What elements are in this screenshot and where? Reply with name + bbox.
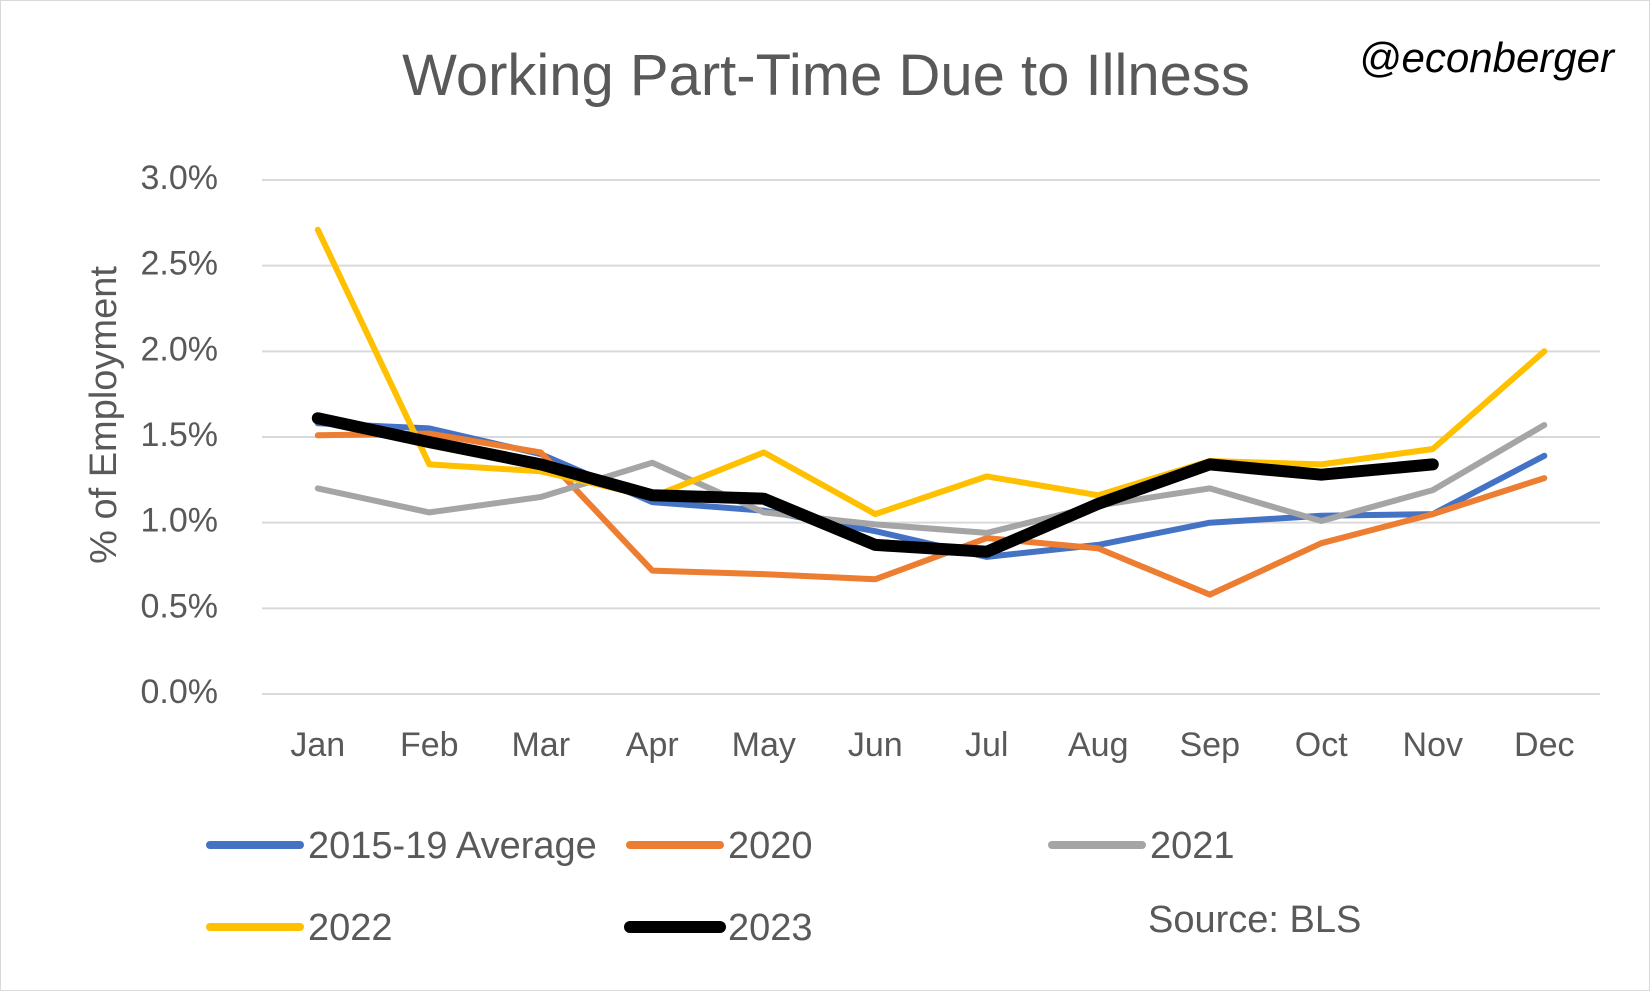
x-tick-label: May <box>732 726 796 764</box>
legend: 2015-19 Average 2020 2021 2022 2023 <box>206 825 1235 949</box>
y-axis-ticks: 0.0% 0.5% 1.0% 1.5% 2.0% 2.5% 3.0% <box>141 159 219 711</box>
legend-label: 2015-19 Average <box>308 825 597 867</box>
x-tick-label: Nov <box>1403 726 1463 764</box>
y-tick-label: 2.0% <box>141 330 219 368</box>
chart-title: Working Part-Time Due to Illness <box>402 43 1250 108</box>
legend-label: 2021 <box>1150 825 1235 867</box>
author-handle: @econberger <box>1358 34 1614 81</box>
series-lines <box>311 226 1548 598</box>
y-tick-label: 2.5% <box>141 245 219 283</box>
x-tick-label: Feb <box>400 726 459 764</box>
series-line-2021 <box>314 422 1548 536</box>
series-line-2020 <box>314 430 1548 598</box>
x-tick-label: Jun <box>848 726 903 764</box>
x-tick-label: Mar <box>511 726 570 764</box>
legend-label: 2020 <box>728 825 813 867</box>
y-tick-label: 0.5% <box>141 587 219 625</box>
y-tick-label: 3.0% <box>141 159 219 197</box>
x-axis-ticks: Jan Feb Mar Apr May Jun Jul Aug Sep Oct Nov Dec <box>290 726 1574 764</box>
y-tick-label: 0.0% <box>141 673 219 711</box>
legend-label: 2022 <box>308 907 393 949</box>
x-tick-label: Apr <box>626 726 679 764</box>
series-line-2023 <box>311 412 1439 558</box>
gridlines <box>262 179 1600 695</box>
x-tick-label: Oct <box>1295 726 1348 764</box>
y-tick-label: 1.5% <box>141 416 219 454</box>
x-tick-label: Aug <box>1068 726 1129 764</box>
y-axis-label: % of Employment <box>83 266 125 564</box>
y-tick-label: 1.0% <box>141 502 219 540</box>
x-tick-label: Dec <box>1514 726 1574 764</box>
series-line-2022 <box>314 226 1548 518</box>
source-note: Source: BLS <box>1148 899 1361 941</box>
x-tick-label: Jan <box>290 726 345 764</box>
legend-label: 2023 <box>728 907 813 949</box>
x-tick-label: Jul <box>965 726 1008 764</box>
x-tick-label: Sep <box>1180 726 1241 764</box>
